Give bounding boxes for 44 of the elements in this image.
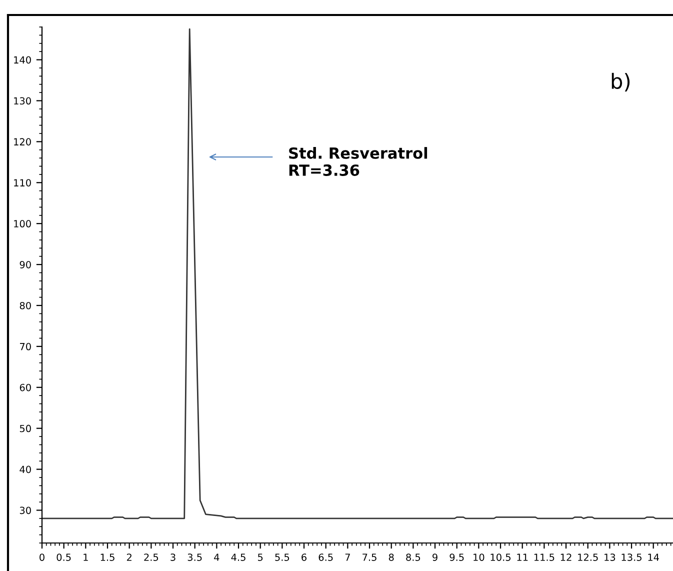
y-tick-label: 30: [20, 506, 31, 514]
x-tick-label: 8.5: [406, 554, 420, 561]
x-tick-label: 2: [126, 554, 132, 561]
y-tick-label: 60: [20, 384, 31, 392]
x-tick-label: 11: [517, 554, 528, 561]
x-tick-label: 12.5: [578, 554, 598, 561]
x-tick-label: 12: [560, 554, 572, 561]
y-tick-label: 140: [14, 56, 31, 64]
x-tick-label: 10.5: [490, 554, 510, 561]
x-tick-label: 10: [474, 554, 484, 561]
line-series: [42, 28, 673, 520]
y-tick-label: 80: [20, 302, 31, 310]
x-tick-label: 2.5: [144, 554, 158, 561]
y-tick-label: 90: [20, 261, 31, 268]
y-tick-label: 40: [20, 466, 31, 474]
annotation: Std. Resveratrol RT=3.36: [289, 147, 428, 176]
x-tick-label: 5.5: [275, 554, 290, 561]
annotation: b): [612, 72, 630, 92]
x-tick-label: 9.5: [450, 554, 464, 561]
x-tick-label: 4.5: [231, 554, 246, 561]
x-tick-label: 6: [302, 554, 306, 561]
x-tick-label: 7.5: [362, 554, 376, 561]
x-tick-label: 4: [214, 554, 220, 561]
x-tick-label: 8: [388, 554, 394, 561]
x-tick-label: 9: [432, 554, 438, 561]
x-tick-label: 5: [258, 554, 263, 561]
x-tick-label: 13: [604, 554, 616, 561]
y-tick-label: 130: [14, 97, 31, 105]
y-tick-label: 120: [14, 138, 31, 146]
x-tick-label: 11.5: [534, 554, 554, 561]
y-tick-label: 110: [14, 179, 31, 186]
x-tick-label: 13.5: [622, 554, 642, 561]
y-tick-label: 50: [20, 424, 31, 432]
y-tick-label: 70: [20, 342, 31, 350]
y-tick-label: 100: [14, 220, 31, 228]
x-tick-label: 14: [648, 554, 659, 561]
x-tick-label: 1: [84, 554, 88, 561]
x-tick-label: 7: [345, 554, 350, 561]
x-tick-label: 3.5: [188, 554, 202, 561]
x-tick-label: 0.5: [56, 554, 71, 561]
x-tick-label: 1.5: [100, 554, 114, 561]
x-tick-label: 6.5: [318, 554, 333, 561]
x-tick-label: 0: [40, 554, 44, 561]
x-tick-label: 3: [170, 554, 176, 561]
